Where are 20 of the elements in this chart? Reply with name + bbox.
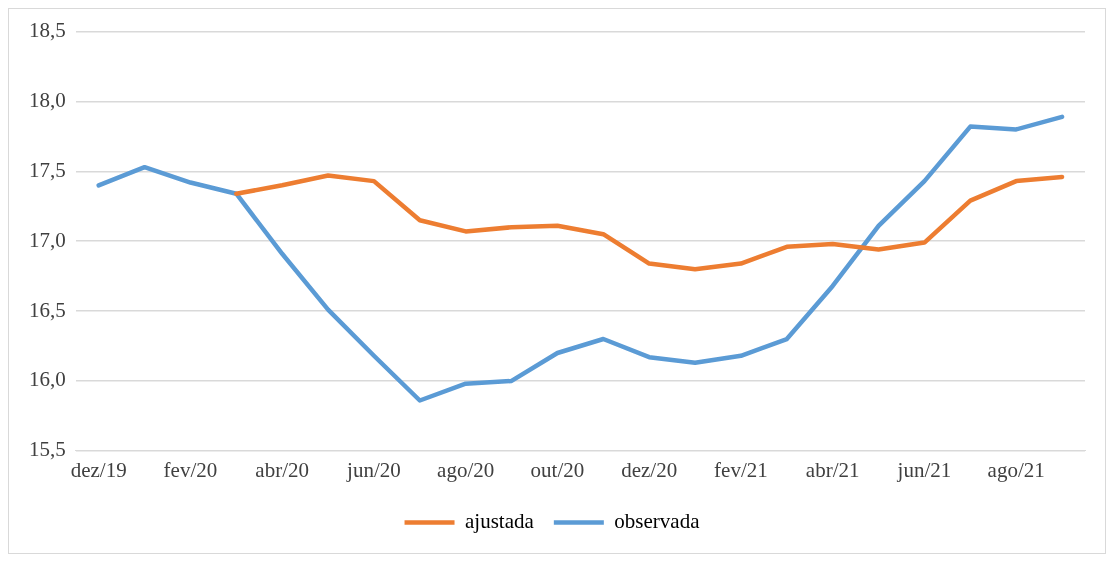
x-tick-label: dez/19 xyxy=(70,457,127,482)
legend-label: observada xyxy=(614,509,701,534)
x-tick-label: abr/20 xyxy=(255,457,310,482)
legend-label: ajustada xyxy=(465,509,535,534)
y-tick-label: 16,0 xyxy=(29,367,66,392)
x-tick-label: abr/21 xyxy=(805,457,860,482)
x-tick-label: ago/20 xyxy=(437,457,495,482)
x-tick-label: jun/20 xyxy=(346,457,401,482)
x-tick-label: out/20 xyxy=(530,457,585,482)
x-tick-label: fev/20 xyxy=(163,457,218,482)
x-tick-label: jun/21 xyxy=(896,457,952,482)
x-tick-label: ago/21 xyxy=(987,457,1045,482)
y-tick-label: 18,5 xyxy=(29,18,66,43)
x-tick-label: dez/20 xyxy=(621,457,678,482)
x-tick-label: fev/21 xyxy=(714,457,768,482)
y-tick-label: 16,5 xyxy=(29,297,66,322)
y-tick-label: 18,0 xyxy=(29,87,66,112)
y-tick-label: 17,0 xyxy=(29,227,66,252)
y-tick-label: 15,5 xyxy=(29,437,66,462)
y-tick-label: 17,5 xyxy=(29,157,66,182)
